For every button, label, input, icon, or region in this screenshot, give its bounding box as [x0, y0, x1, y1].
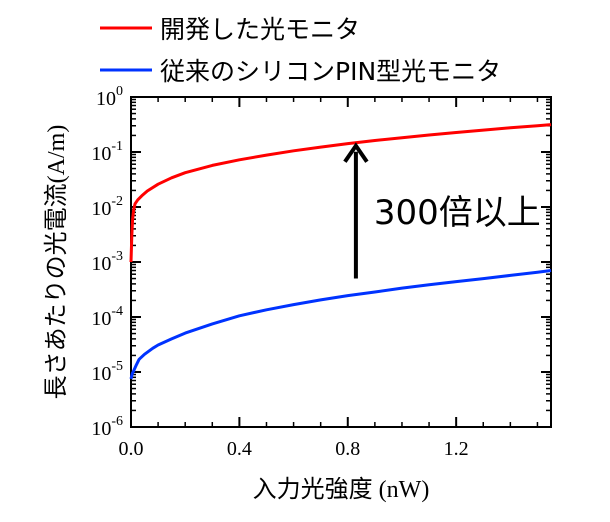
series-line-developed: [129, 123, 552, 263]
y-axis-title: 長さあたりの光電流(A/m): [42, 125, 70, 400]
annotation-group: 300倍以上: [343, 142, 541, 279]
x-tick-label: 0.8: [335, 438, 360, 460]
y-tick-label: 100: [96, 84, 123, 110]
y-tick-label: 10-1: [91, 139, 123, 165]
x-axis-ticks: 0.0 0.4 0.8 1.2: [119, 97, 539, 460]
x-tick-label: 0.4: [227, 438, 252, 460]
plot-frame: [130, 96, 552, 428]
y-tick-label: 10-4: [91, 304, 123, 330]
y-axis-ticks: 100 10-1 10-2 10-3 10-4 10-5 10-6: [91, 84, 551, 440]
y-tick-label: 10-5: [91, 359, 123, 385]
legend: 開発した光モニタ 従来のシリコンPIN型光モニタ: [100, 15, 501, 86]
y-tick-label: 10-2: [91, 194, 123, 220]
legend-label-conventional: 従来のシリコンPIN型光モニタ: [160, 57, 501, 86]
legend-label-developed: 開発した光モニタ: [160, 15, 360, 44]
series-line-conventional: [129, 269, 552, 380]
annotation-label: 300倍以上: [374, 193, 541, 233]
x-tick-label: 1.2: [444, 438, 469, 460]
annotation-arrow-head: [343, 142, 369, 163]
x-axis-title: 入力光強度 (nW): [253, 475, 430, 503]
y-tick-label: 10-3: [91, 249, 123, 275]
series-group: [129, 123, 552, 380]
y-tick-label: 10-6: [91, 414, 123, 440]
x-tick-label: 0.0: [119, 438, 144, 460]
